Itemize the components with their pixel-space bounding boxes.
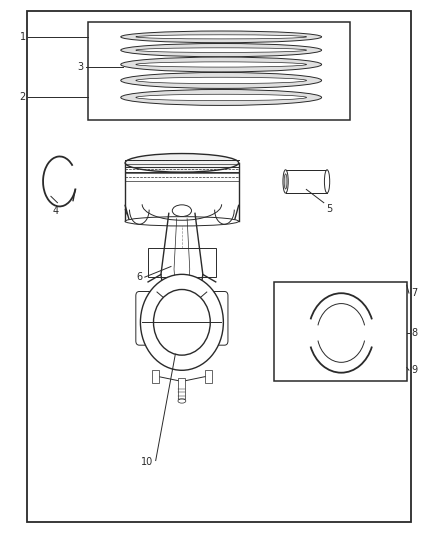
Ellipse shape	[136, 48, 307, 52]
Bar	[178, 378, 185, 399]
Bar	[88, 22, 350, 120]
Ellipse shape	[125, 216, 239, 226]
Text: 4: 4	[52, 206, 58, 216]
Text: 5: 5	[326, 204, 332, 214]
Ellipse shape	[141, 274, 223, 370]
Ellipse shape	[136, 62, 307, 67]
Text: 1: 1	[19, 32, 25, 42]
Ellipse shape	[325, 169, 330, 193]
Text: 8: 8	[411, 328, 417, 338]
Text: 6: 6	[137, 272, 143, 282]
Bar	[148, 248, 216, 277]
Ellipse shape	[121, 72, 321, 88]
Ellipse shape	[121, 44, 321, 57]
Ellipse shape	[125, 154, 239, 172]
FancyBboxPatch shape	[152, 370, 159, 383]
Text: 9: 9	[411, 365, 417, 375]
Text: 3: 3	[78, 62, 84, 72]
FancyBboxPatch shape	[136, 292, 155, 345]
Ellipse shape	[121, 57, 321, 72]
Bar	[27, 11, 411, 522]
Ellipse shape	[283, 169, 288, 193]
Ellipse shape	[136, 94, 307, 101]
Ellipse shape	[172, 205, 191, 216]
Ellipse shape	[153, 289, 210, 355]
Text: 10: 10	[141, 457, 153, 466]
Ellipse shape	[284, 174, 287, 189]
Ellipse shape	[136, 77, 307, 84]
Ellipse shape	[178, 399, 186, 403]
Ellipse shape	[136, 35, 307, 39]
Text: 7: 7	[411, 288, 417, 298]
Ellipse shape	[121, 31, 321, 43]
Ellipse shape	[121, 90, 321, 106]
Bar	[286, 169, 327, 193]
FancyBboxPatch shape	[205, 370, 212, 383]
Text: 2: 2	[19, 92, 25, 102]
FancyBboxPatch shape	[209, 292, 228, 345]
Bar	[274, 282, 407, 381]
